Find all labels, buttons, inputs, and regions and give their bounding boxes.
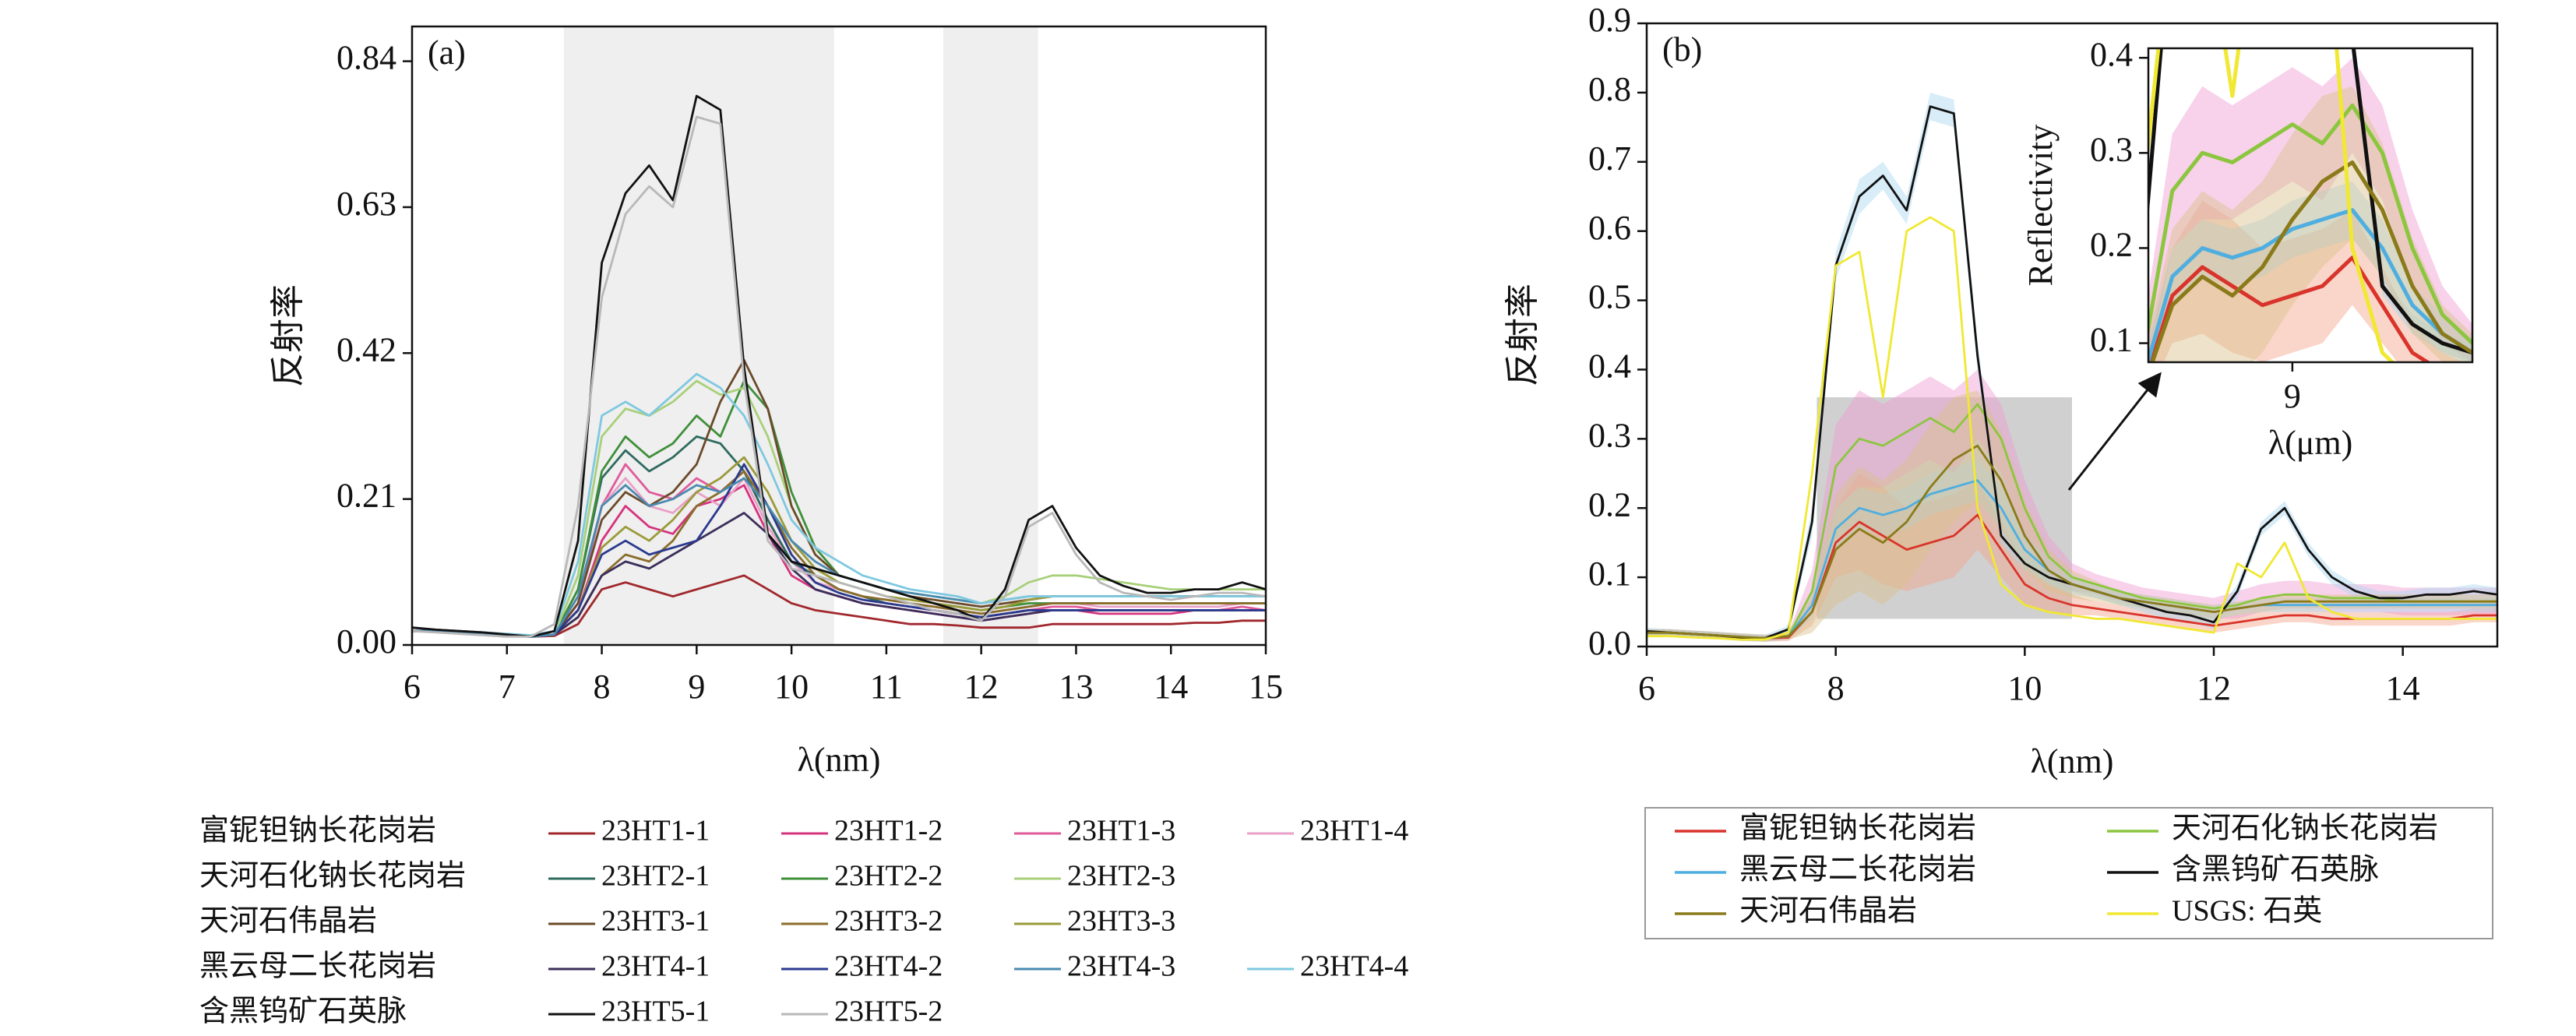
legend-label: 黑云母二长花岗岩 <box>1739 854 1976 886</box>
x-tick-label: 6 <box>403 668 421 706</box>
plot-area <box>412 26 1266 645</box>
legend-label: 23HT4-4 <box>1300 950 1408 983</box>
y-tick-label: 0.2 <box>2090 226 2133 264</box>
y-tick-label: 0.8 <box>1588 70 1631 108</box>
x-tick-label: 14 <box>2386 669 2420 707</box>
error-band <box>1647 369 2497 642</box>
inset-y-label: Reflectivity <box>2021 125 2060 287</box>
y-tick-label: 0.3 <box>2090 130 2133 168</box>
legend-label: 23HT5-2 <box>834 995 943 1028</box>
plot-area <box>1647 92 2497 642</box>
panel-label: (b) <box>1662 30 1702 69</box>
legend-label: 天河石化钠长花岗岩 <box>2172 812 2438 845</box>
y-tick-label: 0.5 <box>1588 278 1631 316</box>
y-tick-label: 0.63 <box>337 185 396 223</box>
legend-label: 23HT1-2 <box>834 815 943 847</box>
y-tick-label: 0.3 <box>1588 416 1631 454</box>
y-tick-label: 0.7 <box>1588 139 1631 178</box>
y-tick-label: 0.9 <box>1588 1 1631 39</box>
series-line <box>1647 444 2497 640</box>
legend-group-label: 含黑钨矿石英脉 <box>199 995 407 1028</box>
x-tick-label: 10 <box>2007 669 2042 707</box>
x-axis-label: λ(nm) <box>798 741 881 779</box>
plot-frame <box>411 25 1267 647</box>
x-tick-label: 11 <box>870 668 903 706</box>
y-tick-label: 0.4 <box>1588 347 1631 386</box>
series-line <box>412 463 1266 638</box>
plot-frame <box>2147 47 2474 364</box>
x-tick-label: 9 <box>2284 377 2301 415</box>
error-band <box>1647 473 2497 642</box>
error-band <box>2148 200 2463 362</box>
legend: 富铌钽钠长花岗岩 23HT1-1 23HT1-2 23HT1-3 23HT1-4 天河石化… <box>199 815 1408 1028</box>
legend-group-label: 富铌钽钠长花岗岩 <box>199 815 436 847</box>
series-line <box>412 470 1266 638</box>
y-tick-label: 0.2 <box>1588 485 1631 523</box>
y-tick-label: 0.1 <box>2090 321 2133 359</box>
legend-label: 23HT3-2 <box>834 905 943 938</box>
legend-group-label: 天河石伟晶岩 <box>199 905 377 938</box>
legend-label: 23HT2-3 <box>1067 860 1175 893</box>
inset-x-label: λ(μm) <box>2268 424 2352 462</box>
legend-box <box>1644 807 2493 939</box>
legend-label: 23HT4-1 <box>601 950 710 983</box>
x-tick-label: 8 <box>1827 669 1845 707</box>
x-tick-label: 8 <box>594 668 611 706</box>
series-line <box>1647 216 2497 641</box>
shaded-region <box>943 26 1038 645</box>
series-line <box>412 94 1266 638</box>
error-band <box>2148 58 2472 362</box>
x-tick-label: 15 <box>1249 668 1283 706</box>
x-tick-label: 7 <box>499 668 516 706</box>
y-axis-label: 反射率 <box>1503 284 1542 386</box>
x-tick-label: 12 <box>2197 669 2231 707</box>
y-tick-label: 0.84 <box>337 39 396 77</box>
panel-label: (a) <box>428 33 466 72</box>
x-tick-label: 6 <box>1638 669 1655 707</box>
zoom-arrow <box>2067 372 2162 491</box>
legend-group-label: 黑云母二长花岗岩 <box>199 950 436 983</box>
x-tick-label: 9 <box>688 668 705 706</box>
error-band <box>1647 92 2497 642</box>
series-line <box>412 379 1266 638</box>
y-tick-label: 0.00 <box>337 622 396 661</box>
x-tick-label: 13 <box>1059 668 1093 706</box>
y-tick-label: 0.42 <box>337 330 396 368</box>
legend-label: 23HT1-3 <box>1067 815 1175 847</box>
series-line <box>412 574 1266 638</box>
legend-label: 23HT2-1 <box>601 860 710 893</box>
y-axis-label: 反射率 <box>269 284 307 387</box>
plot-frame <box>1645 22 2499 648</box>
y-tick-label: 0.1 <box>1588 555 1631 593</box>
legend-label: 23HT3-3 <box>1067 905 1175 938</box>
y-tick-label: 0.6 <box>1588 209 1631 247</box>
error-band <box>1647 390 2497 642</box>
x-tick-label: 10 <box>774 668 809 706</box>
y-tick-label: 0.0 <box>1588 624 1631 662</box>
legend-label: 23HT4-2 <box>834 950 943 983</box>
x-tick-label: 12 <box>964 668 999 706</box>
legend-label: USGS: 石英 <box>2172 895 2322 928</box>
x-tick-label: 14 <box>1154 668 1188 706</box>
inset-plot <box>2148 48 2472 362</box>
legend-label: 23HT2-2 <box>834 860 943 893</box>
legend-label: 含黑钨矿石英脉 <box>2172 854 2379 886</box>
y-tick-label: 0.21 <box>337 477 396 515</box>
x-axis-label: λ(nm) <box>2031 742 2114 781</box>
legend-label: 23HT4-3 <box>1067 950 1175 983</box>
series-line <box>412 115 1266 638</box>
series-line <box>412 379 1266 638</box>
error-band <box>1647 460 2497 642</box>
legend-label: 23HT1-4 <box>1300 815 1408 847</box>
y-tick-label: 0.4 <box>2090 35 2133 73</box>
legend-label: 富铌钽钠长花岗岩 <box>1739 812 1976 845</box>
legend-label: 天河石伟晶岩 <box>1739 895 1917 928</box>
legend-group-label: 天河石化钠长花岗岩 <box>199 860 466 893</box>
legend-label: 23HT5-1 <box>601 995 710 1028</box>
legend-label: 23HT1-1 <box>601 815 710 847</box>
legend-label: 23HT3-1 <box>601 905 710 938</box>
